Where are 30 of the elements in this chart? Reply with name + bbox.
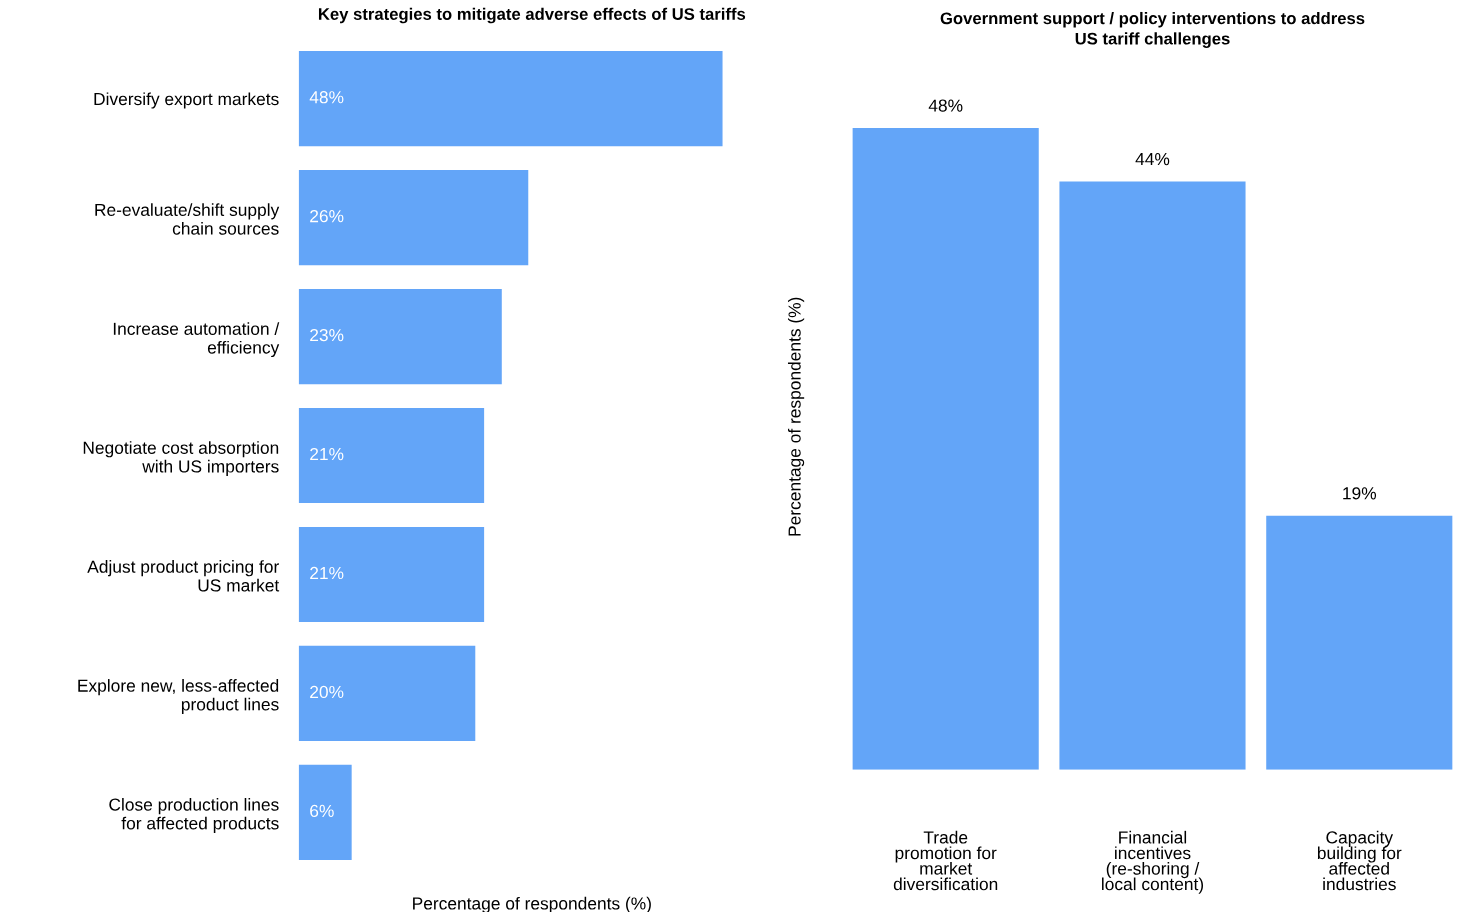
bar: [298, 289, 502, 385]
bar: [298, 170, 529, 266]
y-tick-label: Close production lines for affected products: [109, 798, 279, 833]
data-label: 48%: [928, 99, 963, 112]
y-tick-label: Re-evaluate/shift supply chain sources: [95, 203, 280, 235]
y-tick-label: Diversify export markets: [94, 92, 279, 109]
data-label: 6%: [310, 804, 334, 818]
y-tick-label: Increase automation / efficiency: [113, 322, 280, 358]
bar: [298, 645, 476, 742]
data-label: 21%: [310, 447, 344, 461]
y-tick-label: Negotiate cost absorption with US importers: [83, 441, 279, 477]
x-tick-label: Financial incentives (re-shoring / local content): [1102, 830, 1204, 894]
chart-title: Key strategies to mitigate adverse effects of US tariffs: [318, 7, 746, 24]
bar: [298, 51, 723, 147]
data-label: 23%: [310, 328, 344, 342]
data-label: 48%: [309, 91, 344, 104]
chart-title: Government support / policy interventions to address US tariff challenges: [940, 11, 1365, 48]
data-label: 26%: [310, 210, 344, 223]
x-tick-label: Capacity building for affected industries: [1317, 830, 1402, 891]
x-tick-label: Trade promotion for market diversification: [893, 830, 998, 891]
data-label: 44%: [1135, 153, 1170, 166]
y-axis-title: Percentage of respondents (%): [787, 297, 805, 536]
bar: [298, 407, 485, 504]
bar: [298, 526, 485, 623]
data-label: 19%: [1343, 487, 1377, 500]
y-tick-label: Adjust product pricing for US market: [87, 560, 280, 592]
data-label: 21%: [310, 566, 344, 580]
bar: [298, 764, 352, 860]
data-label: 20%: [310, 685, 344, 699]
y-tick-label: Explore new, less-affected product lines: [78, 679, 279, 714]
